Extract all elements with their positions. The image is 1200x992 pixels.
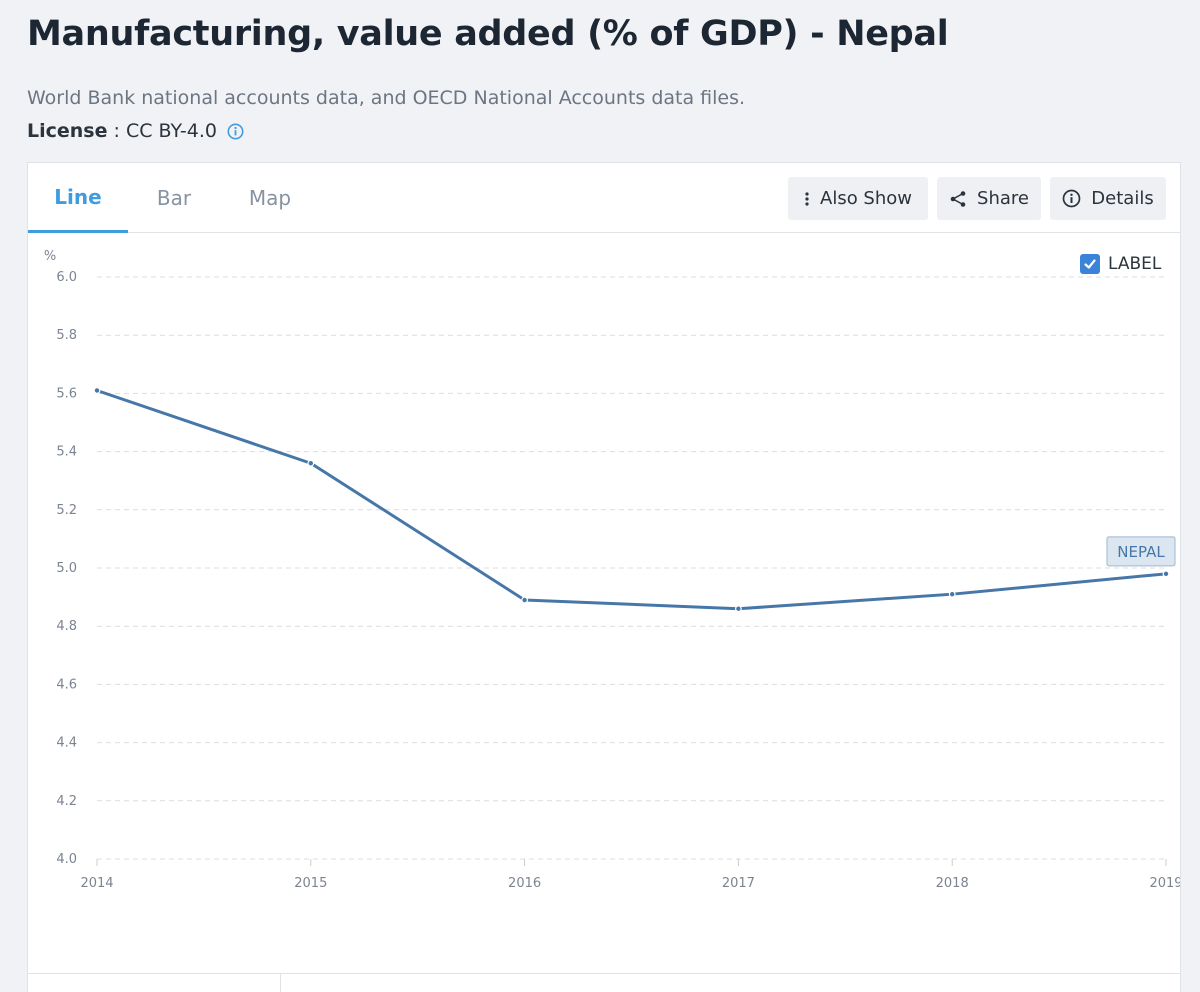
y-tick-label: 5.8 xyxy=(56,328,77,343)
license-label: License xyxy=(27,120,108,142)
y-tick-label: 4.2 xyxy=(56,794,77,809)
series-label-box xyxy=(1106,536,1176,567)
label-toggle[interactable]: LABEL xyxy=(1080,254,1161,274)
data-point xyxy=(93,387,101,394)
x-tick-label: 2016 xyxy=(508,876,541,891)
y-tick-label: 4.8 xyxy=(56,619,77,634)
y-tick-label: 4.0 xyxy=(56,852,77,867)
data-point xyxy=(735,605,742,613)
footer-divider xyxy=(280,973,281,992)
x-tick-label: 2015 xyxy=(294,876,327,891)
x-tick-label: 2017 xyxy=(722,876,755,891)
more-vertical-icon xyxy=(805,191,809,206)
data-point xyxy=(1162,570,1170,578)
data-source: World Bank national accounts data, and O… xyxy=(27,87,746,109)
data-point xyxy=(521,596,529,604)
tab-line[interactable]: Line xyxy=(28,163,128,233)
label-toggle-text: LABEL xyxy=(1108,254,1162,274)
tab-map[interactable]: Map xyxy=(248,186,292,210)
checkmark-icon xyxy=(1084,259,1096,269)
share-button[interactable]: Share xyxy=(937,177,1041,220)
license-separator: : xyxy=(107,120,126,142)
share-icon xyxy=(950,190,966,207)
y-tick-label: 5.4 xyxy=(56,445,77,460)
y-tick-label: 4.6 xyxy=(56,677,77,692)
x-tick-label: 2019 xyxy=(1149,876,1180,891)
tab-bar[interactable]: Bar xyxy=(156,186,192,210)
info-icon[interactable] xyxy=(227,123,244,140)
data-point xyxy=(307,459,315,467)
chart-panel: Line Bar Map Also Show Share xyxy=(27,162,1181,992)
y-tick-label: 6.0 xyxy=(56,270,77,285)
share-label: Share xyxy=(977,188,1029,209)
series-line xyxy=(95,388,1168,611)
series-label: NEPAL xyxy=(1117,543,1165,561)
details-button[interactable]: Details xyxy=(1050,177,1166,220)
x-tick-label: 2018 xyxy=(936,876,969,891)
also-show-button[interactable]: Also Show xyxy=(788,177,928,220)
label-checkbox[interactable] xyxy=(1080,254,1100,274)
y-tick-label: 5.2 xyxy=(56,503,77,518)
page-title: Manufacturing, value added (% of GDP) - … xyxy=(27,14,949,54)
y-axis-label: % xyxy=(44,249,56,264)
x-tick-label: 2014 xyxy=(80,876,113,891)
panel-footer xyxy=(28,973,1180,992)
y-tick-label: 4.4 xyxy=(56,736,77,751)
also-show-label: Also Show xyxy=(820,188,912,209)
y-tick-label: 5.6 xyxy=(56,386,77,401)
license-value: CC BY-4.0 xyxy=(125,120,217,142)
details-label: Details xyxy=(1091,188,1154,209)
chart-tabbar: Line Bar Map Also Show Share xyxy=(28,163,1180,233)
license: License : CC BY-4.0 xyxy=(27,120,244,142)
y-tick-label: 5.0 xyxy=(56,561,77,576)
info-circle-icon xyxy=(1062,189,1081,208)
data-point xyxy=(948,590,956,598)
